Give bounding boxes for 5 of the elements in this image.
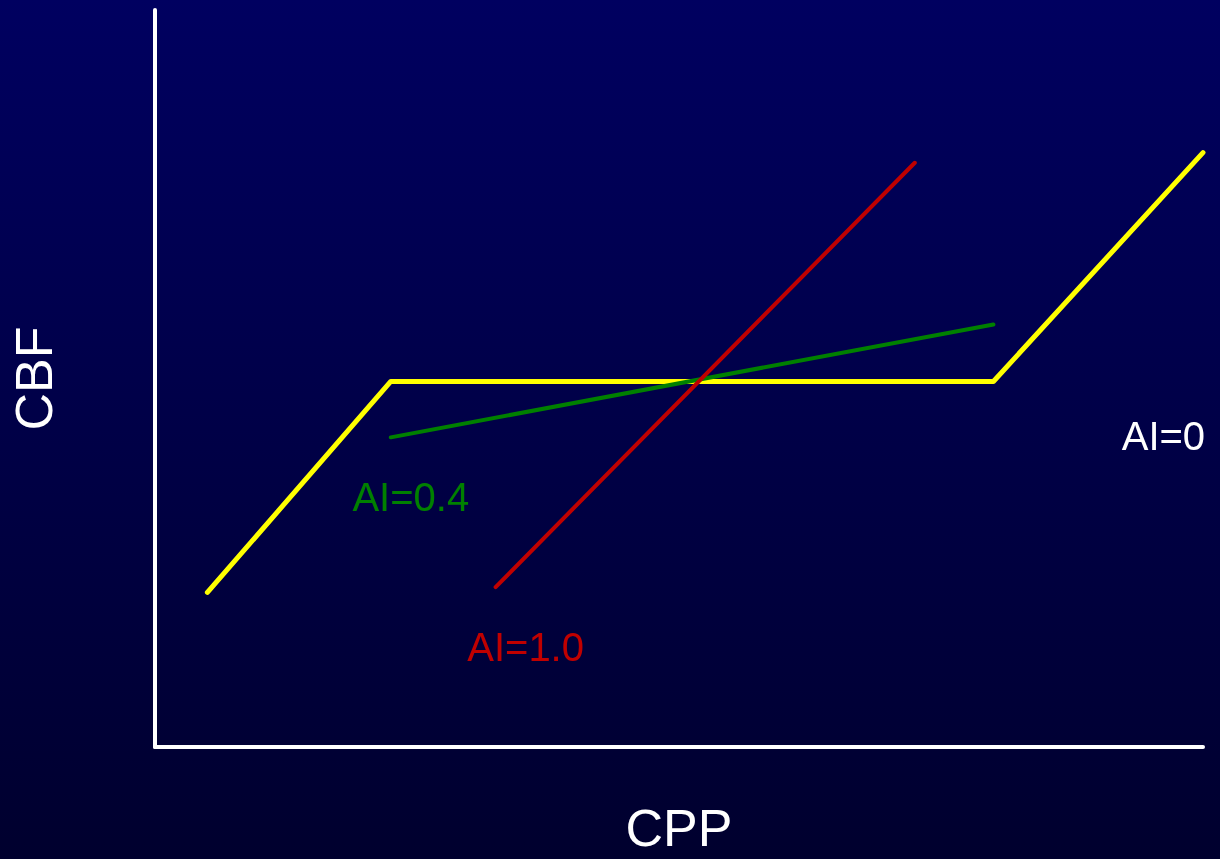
text: AI=0	[1121, 414, 1206, 459]
y-axis-title: CBF	[5, 326, 63, 431]
x-axis-title: CPP	[625, 799, 733, 857]
series-label: AI=0.4	[352, 475, 470, 520]
series-label: AI=1.0	[467, 625, 584, 670]
